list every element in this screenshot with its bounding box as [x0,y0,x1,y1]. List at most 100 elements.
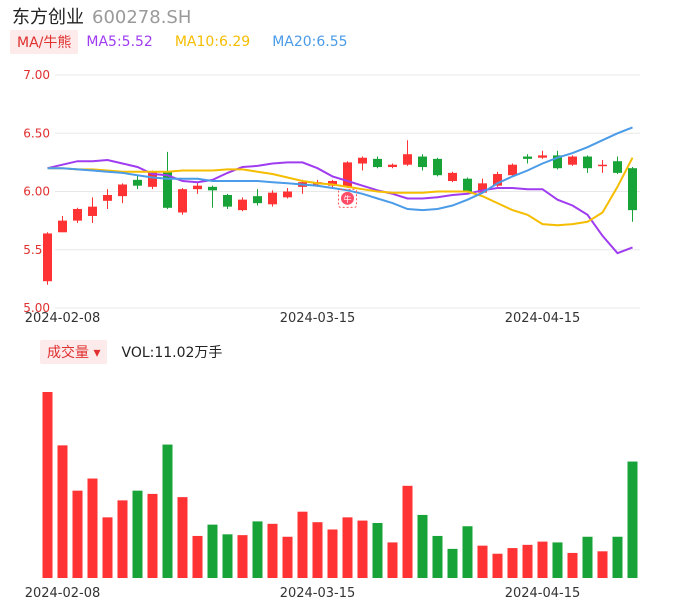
volume-bar [342,517,353,578]
volume-bar [582,536,593,578]
ma20-line [47,126,633,212]
candle-body [403,154,412,165]
bull-marker-icon [341,191,354,205]
volume-bar [252,521,263,578]
candle-body [628,168,637,211]
volume-bar [237,535,248,578]
candle-body [598,164,607,167]
candle-body [328,181,337,186]
volume-bar [417,514,428,578]
candle-body [148,171,157,187]
x-tick-label: 2024-04-15 [505,586,581,601]
volume-bar [192,535,203,578]
volume-bar [522,544,533,578]
candle-body [118,184,127,197]
candle-body [358,157,367,164]
x-tick-label: 2024-03-15 [280,311,356,326]
candle-body [268,192,277,205]
candle-body [448,172,457,182]
volume-bar [87,478,98,578]
volume-bar [147,493,158,578]
candle-body [103,194,112,201]
candle-body [418,156,427,168]
candle-body [388,164,397,168]
volume-bar [312,522,323,578]
candle-body [373,158,382,168]
volume-bar [567,552,578,578]
volume-bar [552,542,563,578]
y-tick-label: 6.00 [23,185,50,199]
volume-bar [207,524,218,578]
candle-body [58,220,67,233]
candle-body [133,179,142,186]
x-tick-label: 2024-02-08 [25,311,101,326]
volume-bar [387,542,398,578]
x-tick-label: 2024-03-15 [280,586,356,601]
candle-body [238,199,247,211]
volume-bar [507,548,518,578]
candle-body [73,208,82,221]
volume-value: VOL:11.02万手 [121,345,223,361]
volume-bar [267,523,278,578]
ma10-line [47,157,634,227]
y-tick-label: 7.00 [23,68,50,82]
volume-bar [612,536,623,578]
candle-body [463,178,472,192]
ma5-line [47,158,633,255]
y-tick-label: 5.00 [23,301,50,315]
candle-body [223,194,232,207]
ma10-value: MA10:6.29 [174,34,251,50]
volume-bar [132,490,143,578]
candle-body [88,206,97,216]
candle-body [43,233,52,282]
candle-body [508,164,517,176]
volume-bar [297,511,308,578]
volume-bar [162,444,173,578]
volume-bar [447,548,458,578]
volume-bar [432,535,443,578]
bull-marker-frame [338,188,357,208]
candle-body [538,155,547,158]
x-tick-label: 2024-02-08 [25,586,101,601]
ma-legend: MA/牛熊 MA5:5.52 MA10:6.29 MA20:6.55 [10,30,370,54]
candle-body [583,156,592,169]
volume-bar [327,529,338,578]
candle-body [613,161,622,173]
volume-bar [597,551,608,578]
volume-bar [117,500,128,578]
volume-legend: 成交量 ▾ VOL:11.02万手 [40,340,222,364]
y-tick-label: 6.50 [23,126,50,140]
candle-body [493,174,502,186]
volume-bar [477,545,488,578]
candle-body [208,186,217,191]
candle-body [478,183,487,193]
ma20-value: MA20:6.55 [272,34,348,50]
candle-body [553,155,562,169]
volume-bar [177,497,188,578]
volume-bar [57,445,68,578]
candle-body [568,156,577,165]
candle-body [178,189,187,213]
candle-body [193,185,202,190]
candle-body [343,162,352,187]
candle-body [283,191,292,198]
volume-bar [72,490,83,578]
volume-bar [402,485,413,578]
volume-bar [627,461,638,578]
volume-indicator-button[interactable]: 成交量 ▾ [40,340,108,364]
volume-bar [372,523,383,578]
candle-body [253,196,262,204]
ma5-value: MA5:5.52 [86,34,153,50]
volume-bar [102,517,113,578]
volume-bar [42,392,53,578]
ma-indicator-button[interactable]: MA/牛熊 [10,30,79,54]
candle-body [523,156,532,159]
volume-bar [537,541,548,578]
x-tick-label: 2024-04-15 [505,311,581,326]
stock-header: 东方创业 600278.SH [12,3,191,28]
volume-bar [222,534,233,578]
volume-bar [282,536,293,578]
bull-marker-label: 牛 [344,194,352,204]
volume-bar [462,526,473,578]
